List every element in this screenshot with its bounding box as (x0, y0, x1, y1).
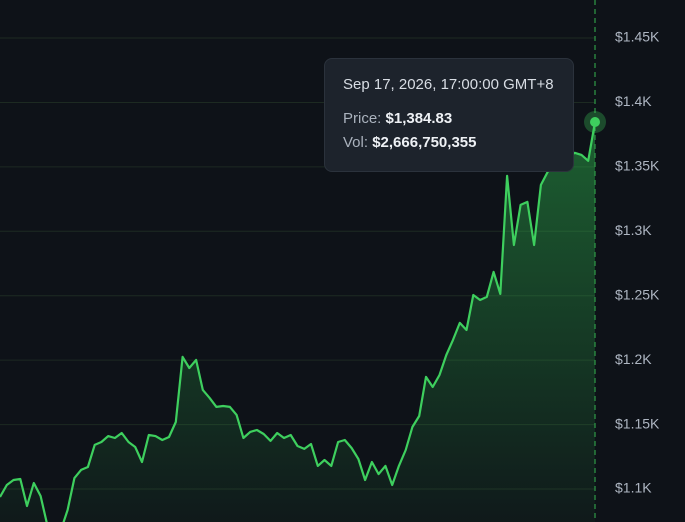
tooltip-label: Price: (343, 110, 382, 127)
tooltip-row: Price: $1,384.83 (343, 110, 555, 127)
y-tick-label: $1.25K (615, 286, 660, 302)
tooltip-value: $2,666,750,355 (372, 134, 477, 151)
y-tick-label: $1.4K (615, 93, 652, 109)
y-tick-label: $1.15K (615, 415, 660, 431)
marker (590, 116, 600, 127)
tooltip-row: Vol: $2,666,750,355 (343, 134, 555, 151)
y-tick-label: $1.2K (615, 351, 652, 367)
y-tick-label: $1.1K (615, 480, 652, 496)
y-tick-label: $1.3K (615, 222, 652, 238)
price-line (0, 121, 597, 522)
y-tick-label: $1.45K (615, 29, 660, 45)
y-tick-label: $1.35K (615, 158, 660, 174)
tooltip-label: Vol: (343, 134, 369, 151)
area (0, 122, 595, 522)
tooltip: Sep 17, 2026, 17:00:00 GMT+8 Price: $1,3… (324, 58, 574, 172)
tooltip-value: $1,384.83 (385, 110, 453, 127)
tooltip-title: Sep 17, 2026, 17:00:00 GMT+8 (343, 76, 554, 93)
